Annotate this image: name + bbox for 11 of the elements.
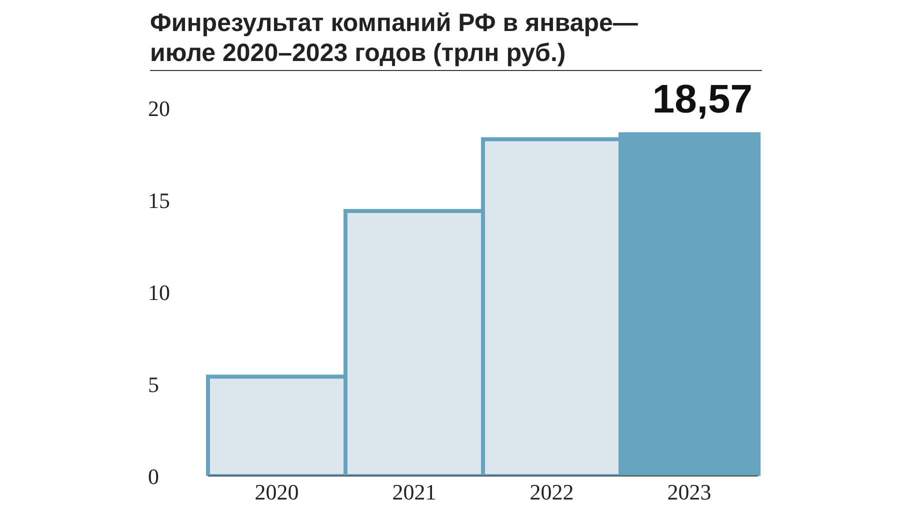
y-tick-label: 10 xyxy=(148,280,170,305)
y-tick-label: 20 xyxy=(148,96,170,121)
y-tick-label: 5 xyxy=(148,372,159,397)
y-tick-label: 0 xyxy=(148,464,159,489)
x-tick-label: 2023 xyxy=(667,480,712,505)
x-tick-label: 2022 xyxy=(530,480,574,505)
x-tick-label: 2020 xyxy=(254,480,299,505)
y-tick-label: 15 xyxy=(148,188,170,213)
x-tick-label: 2021 xyxy=(392,480,436,505)
data-label: 18,57 xyxy=(652,77,752,122)
chart-title: Финрезультат компаний РФ в январе— июле 2020–2023 годов (трлн руб.) xyxy=(150,8,638,68)
